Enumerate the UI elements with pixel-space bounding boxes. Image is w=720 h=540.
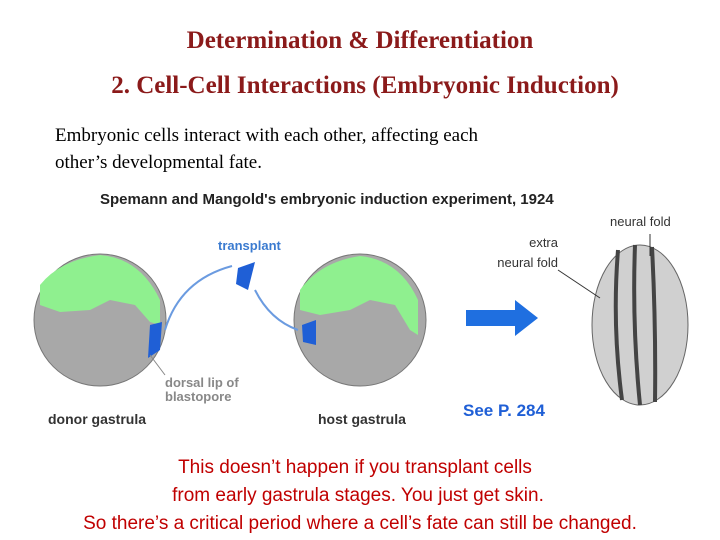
label: blastopore [165, 389, 231, 404]
reference: See P. 284 [463, 401, 545, 420]
donor-lip [148, 322, 162, 358]
arrow [164, 265, 233, 331]
neural-folds [613, 244, 658, 406]
label: neural fold [497, 255, 558, 270]
host-graft [302, 320, 316, 345]
donor-ectoderm [40, 255, 160, 325]
pointer [557, 269, 601, 299]
transplant-piece [236, 262, 255, 290]
pointer [149, 354, 166, 376]
conclusion-line: This doesn’t happen if you transplant ce… [178, 457, 532, 478]
label: host gastrula [318, 411, 406, 427]
intro-line: Embryonic cells interact with each other… [55, 125, 479, 146]
conclusion-line: from early gastrula stages. You just get… [172, 485, 544, 506]
label: donor gastrula [48, 411, 146, 427]
host-ectoderm [300, 256, 418, 335]
label: extra [529, 235, 559, 250]
label: dorsal lip of [165, 375, 239, 390]
induced-embryo [591, 244, 689, 406]
arrow [254, 289, 299, 331]
label: transplant [218, 238, 282, 253]
title: Determination & Differentiation [187, 27, 534, 54]
figure-title: Spemann and Mangold's embryonic inductio… [100, 191, 554, 208]
result-arrow [466, 300, 538, 336]
conclusion-line: So there’s a critical period where a cel… [83, 513, 637, 534]
intro-line: other’s developmental fate. [55, 152, 262, 173]
subtitle: 2. Cell-Cell Interactions (Embryonic Ind… [111, 72, 619, 99]
label: neural fold [610, 214, 671, 229]
